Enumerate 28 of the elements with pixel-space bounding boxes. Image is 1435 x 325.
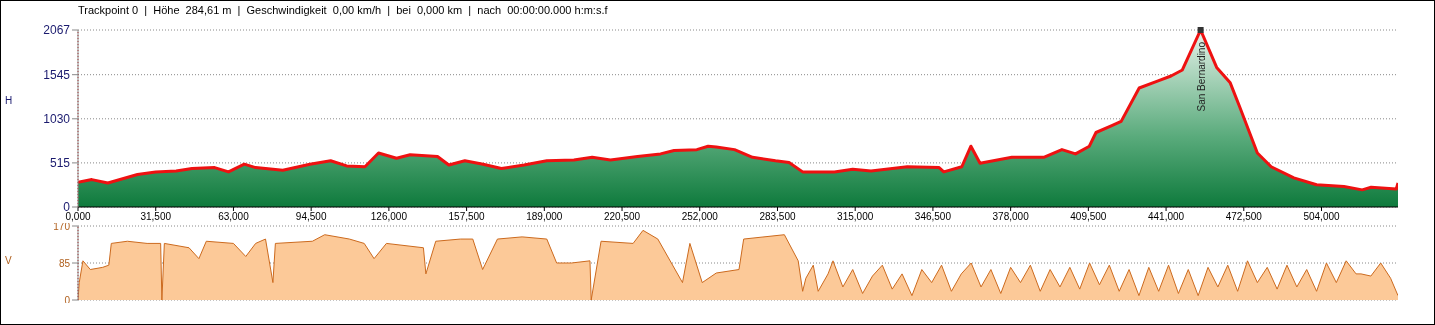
y-axis-title: H [5,95,13,106]
chart-title: Trackpoint 0 | Höhe 284,61 m | Geschwindigkeit 0,00 km/h | bei 0,000 km | nach 00:00:00.000 h:m:s.f [78,4,608,16]
x-tick-label: 0,000 [65,211,91,223]
x-tick-label: 126,000 [370,211,408,223]
x-tick-label: 378,000 [992,211,1030,223]
y-tick-label: 1030 [43,112,71,127]
x-tick-label: 189,000 [526,211,563,223]
y-axis-title: V [5,255,12,266]
y-tick-label: 1545 [43,67,71,82]
y-tick-label: 515 [49,156,71,171]
x-tick-label: 283,500 [759,211,796,223]
x-tick-label: 472,500 [1225,211,1263,223]
x-tick-label: 315,000 [837,211,874,223]
x-tick-label: 346,500 [914,211,952,223]
annotation: San Bernardino [1195,41,1207,112]
x-tick-label: 441,000 [1148,211,1185,223]
x-tick-label: 63,000 [218,211,250,223]
x-tick-label: 252,000 [681,211,719,223]
y-tick-label: 0 [64,294,71,306]
x-tick-label: 220,500 [603,211,641,223]
x-tick-label: 504,000 [1303,211,1341,223]
y-tick-label: 2067 [43,23,71,38]
y-tick-label: 85 [58,257,71,269]
x-tick-label: 94,500 [295,211,327,223]
x-tick-label: 31,500 [140,211,172,223]
y-tick-label: 170 [53,220,71,232]
x-tick-label: 409,500 [1070,211,1107,223]
x-tick-label: 157,500 [448,211,486,223]
